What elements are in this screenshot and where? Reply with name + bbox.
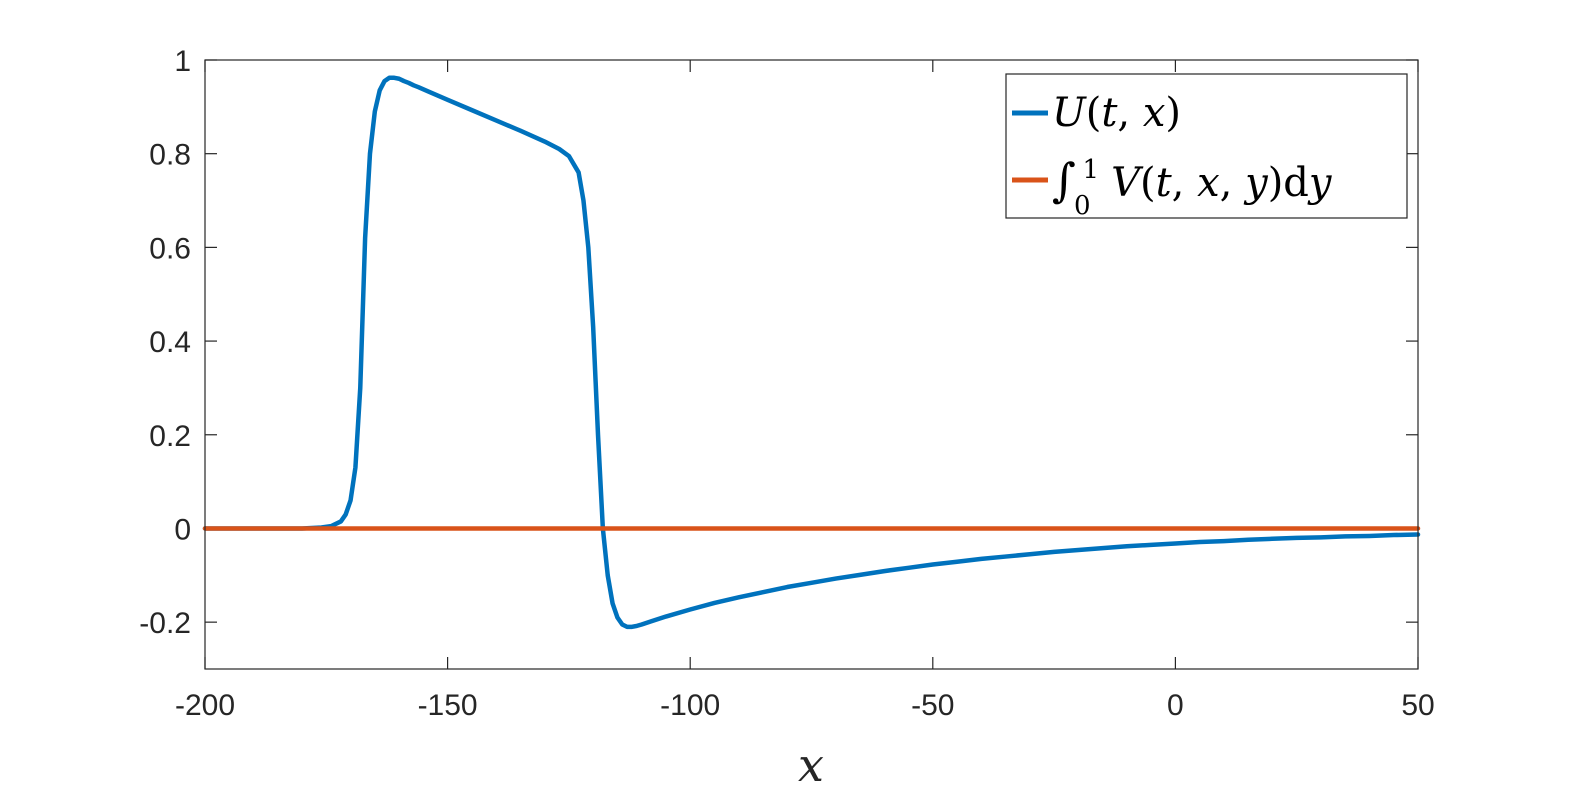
legend: U(t, x) ∫01 V(t, x, y)dy (1005, 73, 1408, 221)
legend-box (1005, 73, 1408, 219)
y-tick-label: 0 (174, 513, 191, 546)
x-tick-label: 50 (1401, 689, 1434, 722)
y-tick-label: 0.2 (149, 420, 191, 453)
x-tick-label: -200 (175, 689, 235, 722)
y-tick-label: 0.8 (149, 139, 191, 172)
y-tick-label: 1 (174, 45, 191, 78)
x-axis-label: x (798, 738, 824, 792)
series-lines (202, 75, 1421, 630)
legend-label-v: ∫01 V(t, x, y)dy (1052, 153, 1333, 221)
series-line-u (202, 75, 1421, 630)
y-tick-label: -0.2 (139, 607, 191, 640)
y-tick-label: 0.6 (149, 232, 191, 265)
plot-border (204, 59, 1419, 670)
x-tick-label: -100 (660, 689, 720, 722)
axis-tick-labels: -200 -150 -100 -50 0 50 -0.2 0 0.2 0.4 0.6 0.8 1 (139, 45, 1434, 722)
x-tick-label: -150 (418, 689, 478, 722)
x-tick-label: -50 (911, 689, 954, 722)
x-tick-label: 0 (1167, 689, 1184, 722)
legend-label-u: U(t, x) (1052, 90, 1181, 136)
y-tick-label: 0.4 (149, 326, 191, 359)
